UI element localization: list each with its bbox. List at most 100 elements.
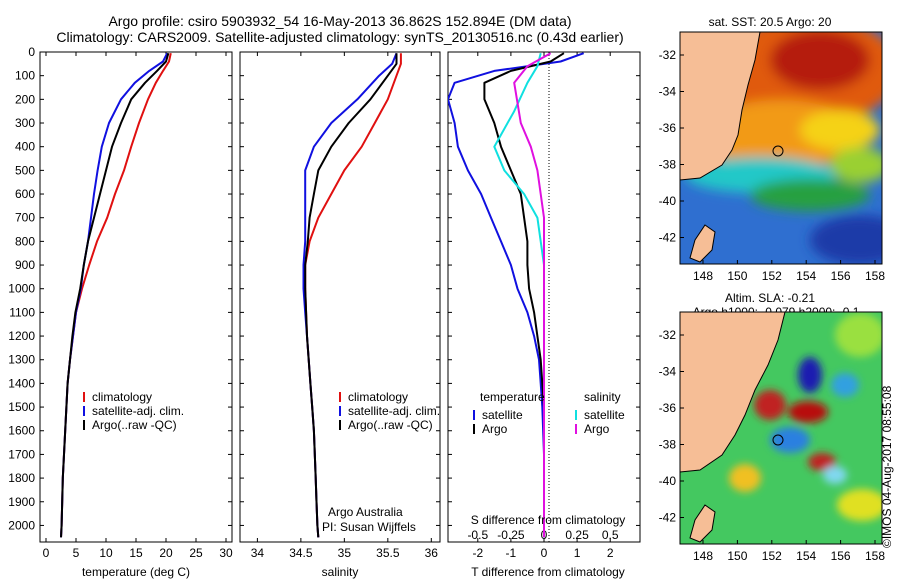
sla-map-panel: Altim. SLA: -0.21 Argo h1000: -0.079 h20… <box>659 291 886 563</box>
series-line <box>304 53 398 538</box>
longitude-label: 152 <box>762 549 782 563</box>
longitude-label: 154 <box>796 549 816 563</box>
legend-label: climatology <box>92 390 152 404</box>
argo-location-marker-sla <box>772 434 784 446</box>
figure-title-line-2: Climatology: CARS2009. Satellite-adjuste… <box>56 29 623 45</box>
temperature-profile-lines <box>60 52 172 538</box>
latitude-label: -40 <box>659 474 677 488</box>
x-tick-label: 20 <box>159 546 173 560</box>
temperature-axis-label: temperature (deg C) <box>82 565 190 579</box>
legend-label: climatology <box>348 390 408 404</box>
s-tick-label: 0.5 <box>602 528 619 542</box>
depth-tick-label: 1600 <box>8 424 35 438</box>
salinity-profile-lines <box>302 52 402 538</box>
tasmania-edge-sla <box>689 504 716 543</box>
depth-tick-label: 1000 <box>8 282 35 296</box>
latitude-label: -40 <box>659 194 677 208</box>
x-tick-label: 35.5 <box>376 546 400 560</box>
longitude-label: 150 <box>727 549 747 563</box>
latitude-label: -36 <box>659 121 677 135</box>
depth-tick-label: 200 <box>15 92 35 106</box>
pi-name-label: PI: Susan Wijffels <box>322 520 416 534</box>
series-line <box>483 52 565 538</box>
longitude-label: 158 <box>865 549 885 563</box>
sla-longitude-ticks: 148 150 152 154 156 158 <box>693 540 885 563</box>
legend-label: satellite-adj. clim. <box>92 404 184 418</box>
depth-tick-label: 1800 <box>8 471 35 485</box>
difference-legend: temperaturesatelliteArgosalinitysatellit… <box>473 390 625 436</box>
imos-credit-timestamp: ©IMOS 04-Aug-2017 08:55:08 <box>880 385 894 548</box>
legend-group-title: temperature <box>480 390 545 404</box>
depth-tick-label: 800 <box>15 234 35 248</box>
depth-tick-label: 1400 <box>8 376 35 390</box>
difference-profile-lines <box>448 52 585 538</box>
latitude-label: -34 <box>659 365 677 379</box>
australia-land-sla <box>680 312 786 473</box>
legend-label: satellite-adj. clim. <box>348 404 440 418</box>
salinity-axis-ticks: 34 34.5 35 35.5 36 <box>251 52 438 560</box>
sst-longitude-ticks: 148 150 152 154 156 158 <box>693 260 885 283</box>
longitude-label: 158 <box>865 269 885 283</box>
sst-map-title: sat. SST: 20.5 Argo: 20 <box>709 15 832 29</box>
salinity-plot-frame <box>239 51 441 543</box>
depth-tick-label: 600 <box>15 187 35 201</box>
argo-location-marker-sst <box>772 145 784 157</box>
depth-tick-label: 100 <box>15 69 35 83</box>
tasmania-edge-sst <box>689 224 716 263</box>
sla-latitude-ticks: -32 -34 -36 -38 -40 -42 <box>659 328 684 525</box>
longitude-label: 148 <box>693 269 713 283</box>
s-difference-axis-label: S difference from climatology <box>471 513 626 527</box>
salinity-panel: 34 34.5 35 35.5 36 climatologysatellite-adj.… <box>239 51 441 579</box>
depth-tick-label: 1900 <box>8 495 35 509</box>
longitude-label: 148 <box>693 549 713 563</box>
sla-map-frame <box>679 311 883 545</box>
depth-tick-label: 1500 <box>8 400 35 414</box>
depth-tick-label: 400 <box>15 140 35 154</box>
series-line <box>60 52 170 538</box>
temperature-panel: 0100200300400500600700800900100011001200… <box>8 45 233 579</box>
s-tick-label: -0.5 <box>467 528 488 542</box>
australia-land-sst <box>680 32 761 181</box>
x-tick-label: 0 <box>541 546 548 560</box>
t-difference-axis-ticks: -2 -1 0 1 2 <box>472 52 614 560</box>
latitude-label: -32 <box>659 328 677 342</box>
legend-label: Argo(..raw -QC) <box>92 418 177 432</box>
x-tick-label: 5 <box>73 546 80 560</box>
x-tick-label: 25 <box>189 546 203 560</box>
x-tick-label: 34 <box>251 546 265 560</box>
legend-label: Argo <box>584 422 610 436</box>
x-tick-label: 34.5 <box>289 546 313 560</box>
legend-group-title: salinity <box>584 390 621 404</box>
sst-map-frame <box>679 31 883 265</box>
x-tick-label: 1 <box>574 546 581 560</box>
latitude-label: -42 <box>659 511 677 525</box>
depth-tick-label: 700 <box>15 211 35 225</box>
difference-depth-ticks <box>448 51 640 526</box>
legend-label: satellite <box>482 408 523 422</box>
depth-tick-label: 500 <box>15 163 35 177</box>
x-tick-label: 2 <box>607 546 614 560</box>
sla-map-title: Altim. SLA: -0.21 <box>725 291 815 305</box>
salinity-axis-label: salinity <box>322 565 359 579</box>
longitude-label: 152 <box>762 269 782 283</box>
salinity-depth-ticks <box>240 51 440 526</box>
sst-latitude-ticks: -32 -34 -36 -38 -40 -42 <box>659 48 684 245</box>
depth-tick-label: 1200 <box>8 329 35 343</box>
series-line <box>513 52 552 538</box>
longitude-label: 154 <box>796 269 816 283</box>
latitude-label: -38 <box>659 438 677 452</box>
longitude-label: 156 <box>831 549 851 563</box>
x-tick-label: 15 <box>129 546 143 560</box>
depth-tick-label: 1100 <box>9 305 35 319</box>
sla-map-image <box>680 312 882 544</box>
temperature-axis-ticks: 0 5 10 15 20 25 30 <box>43 52 233 560</box>
x-tick-label: 10 <box>99 546 113 560</box>
difference-panel: -2 -1 0 1 2 -0.5 -0.25 0 0.25 0.5 temperature sat… <box>447 51 641 579</box>
argo-australia-label: Argo Australia <box>328 505 403 519</box>
latitude-label: -42 <box>659 231 677 245</box>
series-line <box>448 52 585 538</box>
longitude-label: 156 <box>831 269 851 283</box>
legend-label: satellite <box>584 408 625 422</box>
s-difference-axis-ticks: -0.5 -0.25 0 0.25 0.5 <box>467 528 618 542</box>
depth-tick-label: 0 <box>28 45 35 59</box>
